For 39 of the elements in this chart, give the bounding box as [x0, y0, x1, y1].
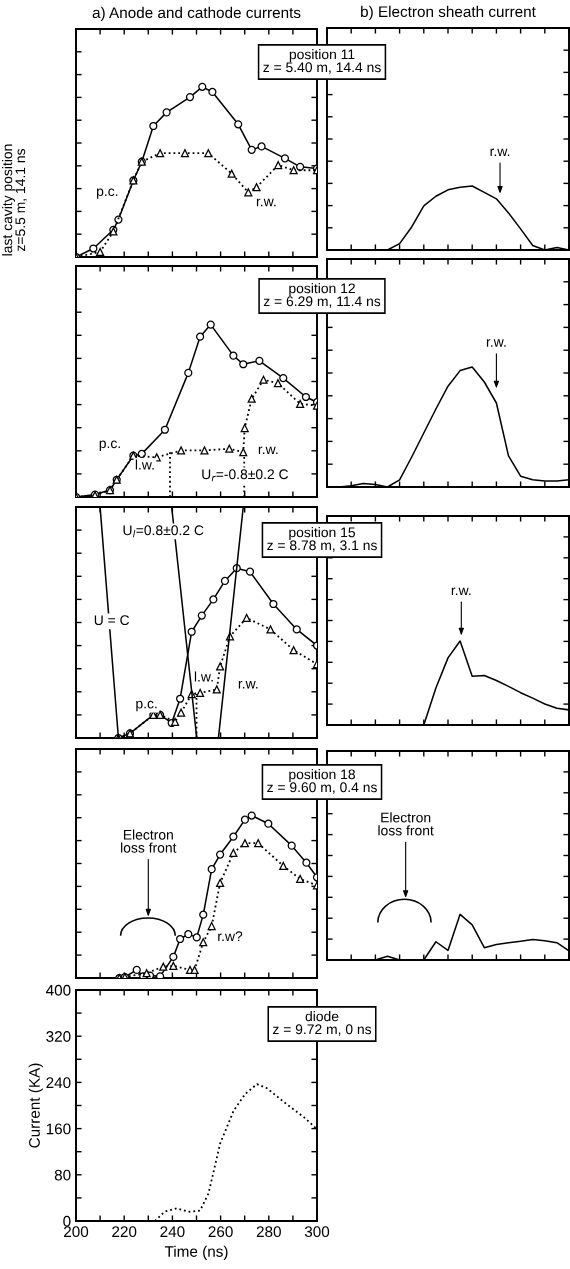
annotation: r.w. [258, 446, 278, 455]
y-tick-label: 0 [63, 1215, 71, 1227]
annotation: U = C [94, 615, 130, 626]
annotation: r.w. [256, 198, 276, 207]
y-tick-label: 80 [54, 1169, 71, 1181]
x-tick-label: 240 [160, 1226, 185, 1238]
text: r.w. [486, 339, 506, 347]
annotation: U$_{r}$=-0.8±0.2 C [202, 469, 289, 482]
x-tick-label: 300 [304, 1226, 330, 1238]
y-axis-title: Current (KA) [28, 1063, 43, 1148]
annotation: r.w. [238, 680, 258, 689]
annotation: Electron loss front [121, 829, 177, 853]
text: diode z = 9.72 m, 0 ns [272, 1011, 372, 1036]
annotation: p.c. [136, 700, 157, 712]
text: r.w. [451, 587, 471, 596]
annotation: l.w. [194, 671, 213, 682]
annotation: U$_{l}$=0.8±0.2 C [123, 525, 204, 538]
y-tick-label: 320 [46, 1031, 71, 1042]
chart-subtitle: position 12 z = 6.29 m, 11.4 ns [263, 283, 381, 308]
x-tick-label: 260 [208, 1226, 233, 1238]
y-tick-label: 400 [46, 984, 71, 996]
text: position 15 z = 8.78 m, 3.1 ns [267, 527, 377, 552]
y-tick-label: 160 [46, 1123, 71, 1135]
annotation: p.c. [99, 440, 120, 451]
chart-subtitle: position 11 z = 5.40 m, 14.4 ns [263, 49, 381, 74]
x-axis-title: Time (ns) [164, 1245, 228, 1260]
chart-title: b) Electron sheath current [361, 5, 536, 21]
chart-subtitle: position 18 z = 9.60 m, 0.4 ns [267, 769, 377, 794]
y-tick-label: 240 [46, 1077, 71, 1089]
text: last cavity position z=5.5 m, 14.1 ns [2, 144, 27, 256]
annotation: l.w. [135, 459, 154, 470]
chart-title: a) Anode and cathode currents [92, 6, 301, 22]
x-tick-label: 280 [256, 1226, 281, 1238]
annotation: r.w? [218, 931, 243, 941]
annotation: p.c. [97, 188, 118, 199]
text: Electron loss front [378, 812, 434, 836]
x-tick-label: 220 [112, 1226, 137, 1238]
x-tick-label: 200 [64, 1226, 89, 1238]
text: r.w. [490, 148, 510, 156]
